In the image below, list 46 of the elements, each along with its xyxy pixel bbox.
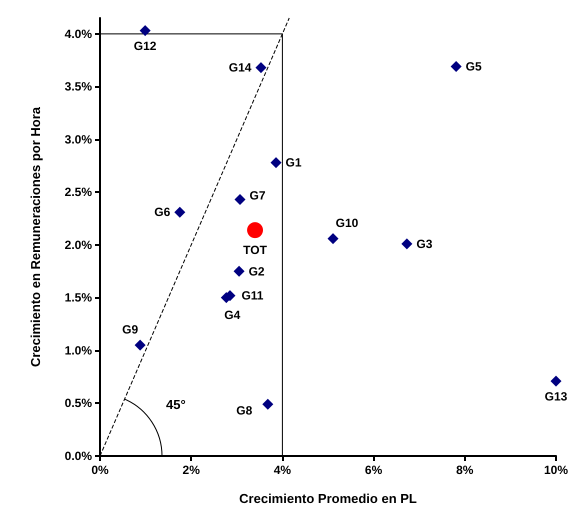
point [247, 222, 264, 238]
point [550, 376, 562, 387]
y-tick-label: 1.0% [64, 343, 92, 358]
y-axis-title: Crecimiento en Remuneraciones por Hora [28, 106, 43, 368]
series-label: TOT [243, 243, 268, 258]
series-label: G2 [248, 264, 265, 278]
point [140, 25, 151, 36]
x-tick-label: 0% [91, 463, 109, 477]
series-label: G7 [249, 188, 266, 203]
series-label: G1 [286, 156, 302, 170]
series-label: G14 [228, 60, 252, 75]
point [401, 238, 412, 250]
series-label: G11 [241, 288, 264, 303]
series-label: G13 [544, 390, 568, 404]
point [270, 157, 282, 168]
x-tick-label: 8% [456, 463, 474, 477]
y-tick-label: 4.0% [64, 26, 92, 41]
y-tick-label: 0.0% [64, 449, 92, 463]
x-tick-label: 10% [544, 463, 568, 477]
x-axis-title: Crecimiento Promedio en PL [239, 491, 417, 506]
point [134, 340, 146, 351]
annotation: 45° [166, 397, 186, 412]
series-label: G12 [134, 39, 157, 54]
y-tick-label: 3.0% [64, 132, 92, 146]
y-tick-label: 2.0% [64, 238, 92, 252]
series-label: G3 [416, 236, 433, 251]
point [255, 62, 266, 74]
series-label: G9 [122, 322, 138, 337]
point [234, 194, 246, 206]
x-tick-label: 4% [274, 463, 292, 477]
series-label: G6 [154, 205, 171, 220]
point [328, 233, 339, 244]
y-tick-label: 0.5% [64, 396, 92, 410]
point [262, 398, 274, 410]
series-label: G8 [236, 403, 253, 418]
y-tick-label: 1.5% [64, 290, 92, 305]
series-label: G10 [336, 216, 359, 230]
y-tick-label: 2.5% [64, 185, 92, 200]
x-tick-label: 2% [182, 463, 200, 477]
y-tick-label: 3.5% [64, 80, 92, 94]
point [174, 206, 186, 218]
series-label: G5 [466, 60, 482, 74]
point [234, 266, 245, 277]
series-label: G4 [224, 308, 241, 322]
x-tick-label: 6% [364, 463, 383, 477]
point [450, 61, 462, 72]
